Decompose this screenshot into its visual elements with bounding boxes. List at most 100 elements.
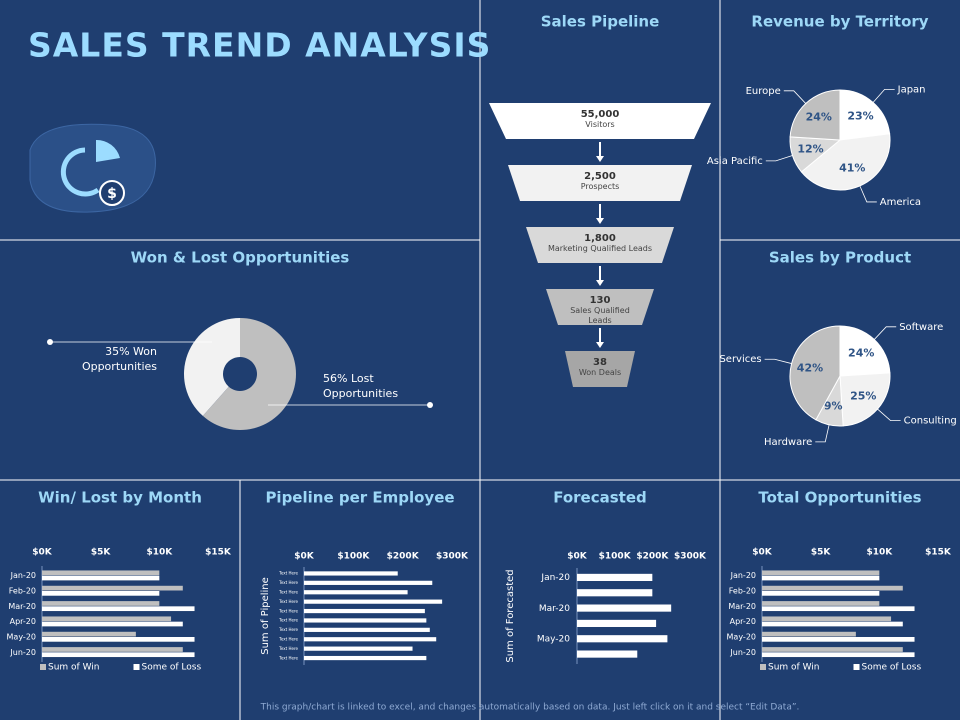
pie-slice bbox=[789, 325, 841, 421]
leader-line bbox=[764, 358, 792, 364]
bar bbox=[577, 589, 653, 597]
leader-dot bbox=[427, 402, 433, 408]
page-title: SALES TREND ANALYSIS bbox=[28, 26, 491, 65]
bar bbox=[762, 647, 903, 652]
bar bbox=[762, 652, 915, 658]
bar bbox=[577, 573, 653, 581]
x-tick-label: $0K bbox=[294, 552, 315, 562]
bar bbox=[42, 585, 183, 591]
bar bbox=[42, 606, 195, 612]
leader-line bbox=[783, 90, 807, 104]
stage-label-box: Visitors bbox=[585, 120, 614, 129]
y-tick-label: May-20 bbox=[727, 633, 756, 642]
x-tick-label: $15K bbox=[205, 548, 232, 558]
bar bbox=[577, 635, 668, 643]
slice-label: Europe bbox=[746, 86, 781, 97]
slice-percent: 25% bbox=[850, 390, 876, 403]
y-tick-label: Text Here bbox=[278, 637, 298, 642]
y-tick-label: May-20 bbox=[7, 633, 36, 642]
legend-swatch bbox=[40, 664, 46, 670]
y-tick-label: Feb-20 bbox=[9, 587, 36, 596]
y-tick-label: Text Here bbox=[278, 590, 298, 595]
legend-label: Some of Loss bbox=[142, 663, 202, 673]
donut-slice bbox=[184, 318, 240, 416]
bar bbox=[577, 604, 672, 612]
funnel-arrowhead bbox=[596, 218, 604, 224]
legend-label: Sum of Win bbox=[48, 663, 100, 673]
bar bbox=[762, 621, 903, 627]
bar bbox=[42, 601, 160, 606]
slice-percent: 41% bbox=[839, 161, 865, 174]
slice-label: Consulting bbox=[904, 416, 957, 427]
donut-label: 35% Won Opportunities bbox=[81, 345, 157, 373]
y-tick-label: Text Here bbox=[278, 646, 298, 651]
panel-title: Forecasted bbox=[553, 489, 647, 507]
funnel-arrowhead bbox=[596, 280, 604, 286]
stage-label-box: Won Deals bbox=[578, 368, 622, 377]
bar bbox=[304, 618, 427, 623]
funnel-arrowhead bbox=[596, 342, 604, 348]
y-tick-label: Mar-20 bbox=[8, 602, 36, 611]
legend-swatch bbox=[133, 664, 140, 670]
bar bbox=[42, 652, 195, 658]
stage-value: 1,800 bbox=[584, 233, 616, 244]
leader-line bbox=[765, 155, 793, 162]
y-tick-label: Text Here bbox=[278, 580, 298, 585]
y-tick-label: Text Here bbox=[278, 655, 298, 660]
stage-value: 130 bbox=[590, 295, 611, 306]
y-tick-label: Jun-20 bbox=[729, 648, 756, 657]
leader-line bbox=[877, 408, 901, 422]
y-tick-label: Mar-20 bbox=[539, 604, 570, 614]
bar bbox=[762, 606, 915, 612]
y-tick-label: Text Here bbox=[278, 618, 298, 623]
stage-label: Won Deals bbox=[578, 368, 622, 377]
y-tick-label: Apr-20 bbox=[10, 617, 36, 626]
y-tick-label: Jan-20 bbox=[540, 573, 570, 583]
y-tick-label: Feb-20 bbox=[729, 587, 756, 596]
slice-percent: 23% bbox=[847, 110, 873, 123]
leader-line bbox=[872, 88, 895, 103]
y-tick-label: Jan-20 bbox=[10, 571, 36, 580]
legend-label: Some of Loss bbox=[862, 663, 922, 673]
stage-value: 38 bbox=[593, 357, 607, 368]
bar bbox=[42, 647, 183, 652]
y-tick-label: Text Here bbox=[278, 599, 298, 604]
bar bbox=[577, 650, 638, 658]
bar bbox=[42, 621, 183, 627]
bar bbox=[762, 601, 880, 606]
slice-label: Services bbox=[719, 354, 761, 365]
bar bbox=[762, 585, 903, 591]
stage-value: 2,500 bbox=[584, 171, 616, 182]
funnel-arrowhead bbox=[596, 156, 604, 162]
bar bbox=[42, 631, 136, 637]
bar bbox=[304, 637, 437, 642]
x-tick-label: $5K bbox=[811, 548, 832, 558]
slice-label: Asia Pacific bbox=[707, 156, 763, 167]
icon-glyph: $ bbox=[107, 186, 117, 202]
bar bbox=[304, 599, 443, 604]
bar bbox=[762, 570, 880, 576]
y-tick-label: Mar-20 bbox=[728, 602, 756, 611]
pie-slice bbox=[789, 89, 841, 141]
y-tick-label: Text Here bbox=[278, 608, 298, 613]
donut-label: 56% Lost Opportunities bbox=[323, 372, 399, 400]
bar bbox=[42, 575, 160, 581]
x-tick-label: $0K bbox=[752, 548, 773, 558]
bar bbox=[762, 591, 880, 596]
stage-label: Prospects bbox=[580, 182, 620, 191]
bar bbox=[304, 646, 413, 651]
x-tick-label: $5K bbox=[91, 548, 112, 558]
stage-label-box: Prospects bbox=[580, 182, 620, 191]
bar bbox=[304, 608, 425, 614]
donut-label-box: 56% Lost Opportunities bbox=[323, 372, 399, 400]
x-tick-label: $300K bbox=[674, 552, 707, 562]
x-tick-label: $15K bbox=[925, 548, 952, 558]
stage-label: Sales Qualified Leads bbox=[570, 306, 630, 325]
x-tick-label: $100K bbox=[599, 552, 632, 562]
y-tick-label: Apr-20 bbox=[730, 617, 756, 626]
pie-slice bbox=[839, 89, 891, 141]
y-axis-title: Sum of Forecasted bbox=[505, 569, 516, 662]
slice-percent: 24% bbox=[806, 110, 832, 123]
